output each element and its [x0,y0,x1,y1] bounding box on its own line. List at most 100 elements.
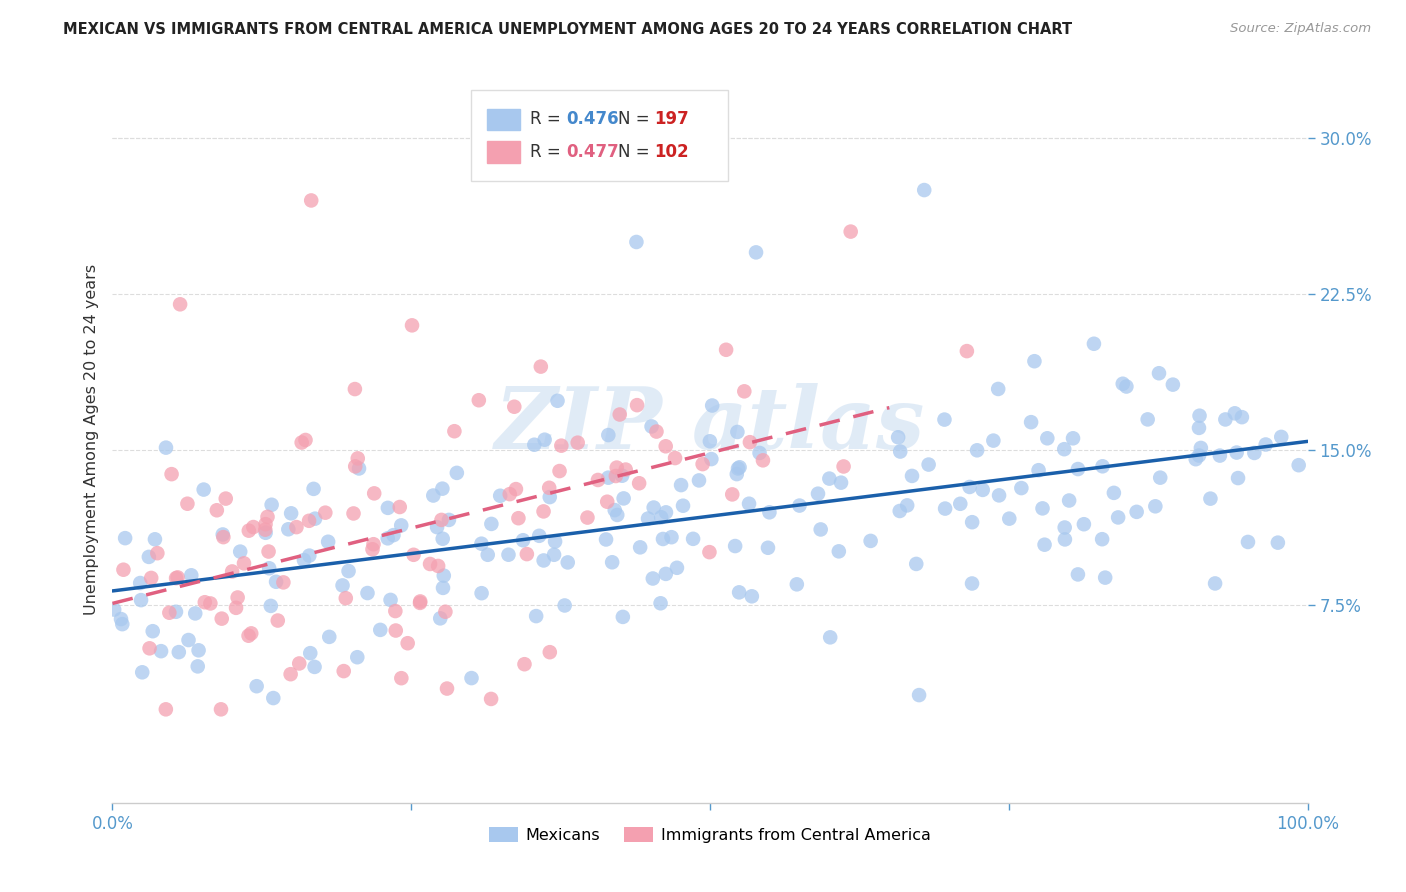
Point [176,497,198,511]
Point [388,500,411,514]
Point [756,541,779,555]
Point [598,428,620,442]
Point [1189,441,1212,455]
Point [384,624,406,638]
Point [1112,376,1135,391]
Point [748,446,770,460]
Point [1149,470,1171,484]
Point [789,499,811,513]
Point [725,467,748,482]
Point [917,458,939,472]
Point [628,476,651,491]
Point [432,532,454,546]
Point [499,487,522,501]
Point [264,574,287,589]
Point [912,183,935,197]
Text: MEXICAN VS IMMIGRANTS FROM CENTRAL AMERICA UNEMPLOYMENT AMONG AGES 20 TO 24 YEAR: MEXICAN VS IMMIGRANTS FROM CENTRAL AMERI… [63,22,1073,37]
Point [538,490,561,504]
Point [304,660,326,674]
Point [665,561,688,575]
Point [356,586,378,600]
Point [606,508,628,522]
Point [544,534,567,549]
Point [240,626,263,640]
Text: N =: N = [619,143,655,161]
Point [600,555,623,569]
Point [377,500,399,515]
Point [114,531,136,545]
Point [543,548,565,562]
Point [567,435,589,450]
Point [409,596,432,610]
Point [652,532,675,546]
Point [1230,410,1253,425]
Point [211,612,233,626]
Point [422,489,444,503]
Point [160,467,183,482]
Point [479,516,502,531]
Point [165,571,187,585]
Point [702,399,724,413]
Point [489,489,512,503]
Point [728,460,751,475]
Point [169,297,191,311]
Point [138,549,160,564]
Bar [486,141,520,163]
FancyBboxPatch shape [471,90,728,181]
Point [432,581,454,595]
Point [949,497,972,511]
Point [267,614,290,628]
Point [1033,538,1056,552]
Point [1036,431,1059,445]
Point [598,471,620,485]
Point [332,578,354,592]
Point [432,482,454,496]
Point [613,491,636,506]
Point [887,430,910,444]
Point [138,641,160,656]
Point [443,424,465,438]
Point [437,513,460,527]
Point [700,452,723,467]
Point [1024,354,1046,368]
Point [1031,501,1053,516]
Point [143,533,166,547]
Point [1188,421,1211,435]
Point [277,522,299,536]
Point [628,541,651,555]
Point [596,494,619,508]
Point [131,665,153,680]
Point [479,692,502,706]
Point [1270,430,1292,444]
Text: ZIP atlas: ZIP atlas [495,383,925,467]
Text: 0.477: 0.477 [567,143,620,161]
Point [1209,449,1232,463]
Point [142,624,165,639]
Point [956,344,979,359]
Point [256,509,278,524]
Point [692,457,714,471]
Point [427,558,450,573]
Point [1215,412,1237,426]
Point [342,507,364,521]
Text: 197: 197 [654,111,689,128]
Point [664,451,686,466]
Point [180,568,202,582]
Point [396,636,419,650]
Point [1204,576,1226,591]
Point [430,513,453,527]
Point [1094,571,1116,585]
Point [637,511,659,525]
Point [288,657,311,671]
Point [640,419,662,434]
Point [1267,535,1289,549]
Point [538,481,561,495]
Point [103,602,125,616]
Point [1091,532,1114,546]
Point [254,525,277,540]
Point [1067,567,1090,582]
Point [238,524,260,538]
Point [758,505,780,519]
Point [547,393,569,408]
Point [363,537,385,551]
